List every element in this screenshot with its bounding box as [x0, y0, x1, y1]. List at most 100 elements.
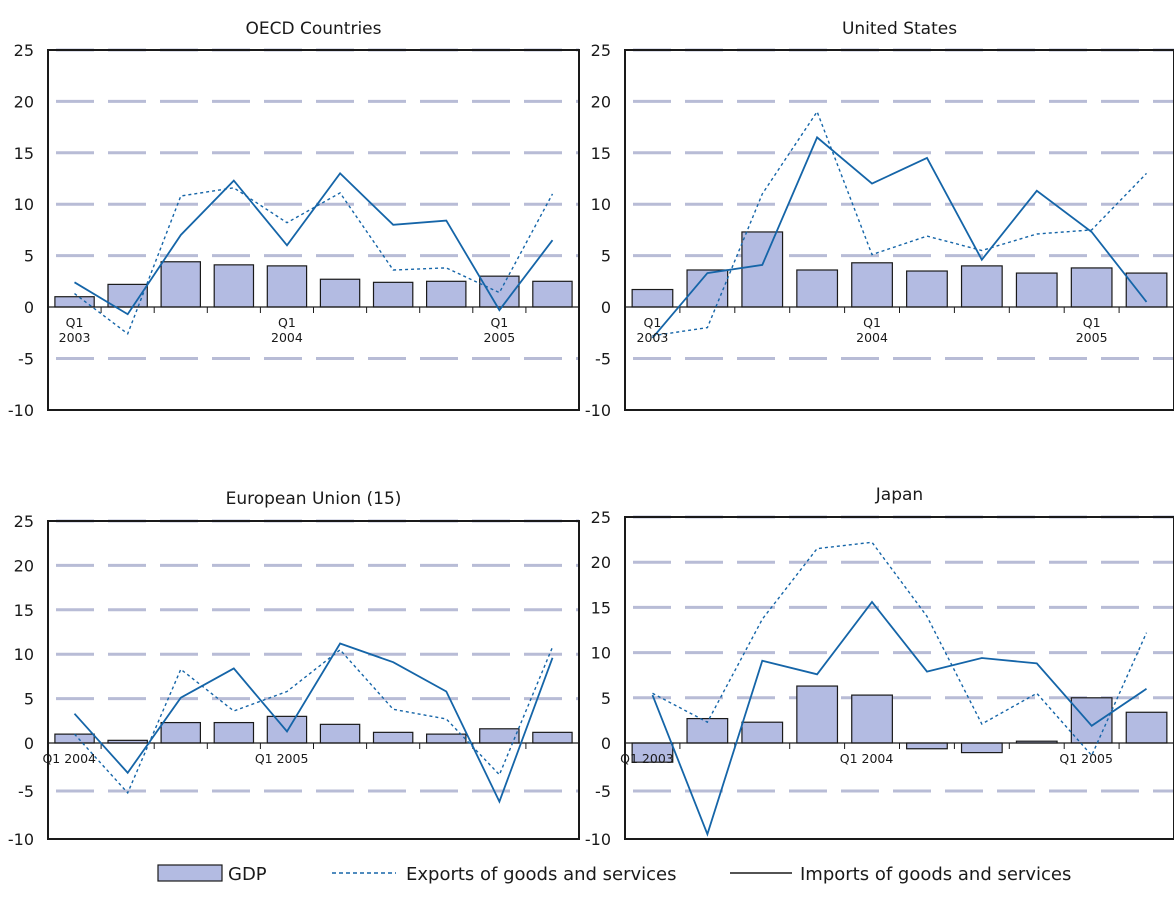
- x-tick-label-line: 2005: [1076, 330, 1108, 345]
- x-tick-label-line: Q1 2004: [42, 751, 96, 766]
- gdp-bar: [266, 265, 308, 308]
- y-tick-label: 5: [24, 690, 34, 709]
- y-tick-label: -10: [8, 830, 34, 849]
- gdp-bar: [741, 721, 784, 744]
- x-tick-label-line: Q1: [644, 315, 662, 330]
- x-tick-label-line: 2004: [856, 330, 888, 345]
- y-tick-label: 0: [24, 734, 34, 753]
- y-tick-label: 5: [601, 689, 611, 708]
- exports-line: [652, 541, 1148, 757]
- x-tick-label: Q1 2004: [42, 751, 96, 766]
- x-tick-label: Q1 2003: [59, 315, 91, 345]
- gdp-bar: [107, 283, 148, 308]
- y-tick-label: -5: [18, 782, 34, 801]
- imports-line: [651, 135, 1148, 339]
- gdp-bar: [54, 296, 95, 308]
- gdp-bar: [960, 265, 1003, 308]
- legend-gdp-swatch: [157, 864, 223, 882]
- panel-title: United States: [842, 19, 957, 39]
- y-tick-label: 20: [14, 556, 34, 575]
- gdp-bar: [960, 742, 1003, 754]
- y-tick-label: -10: [8, 401, 34, 420]
- gdp-bar: [372, 731, 414, 744]
- x-tick-label-line: Q1: [278, 315, 296, 330]
- gdp-bar: [906, 270, 948, 308]
- gdp-bar: [532, 280, 573, 308]
- x-tick-label-line: Q1 2005: [255, 751, 309, 766]
- y-tick-label: 25: [14, 512, 34, 531]
- x-tick-label-line: 2003: [59, 330, 91, 345]
- plot-frame: [47, 49, 580, 411]
- exports-line: [74, 187, 554, 335]
- gdp-bar: [426, 733, 467, 744]
- x-tick-label: Q1 2005: [255, 751, 309, 766]
- y-tick-label: -10: [585, 401, 611, 420]
- gdp-bar: [686, 269, 729, 308]
- gdp-bar: [54, 733, 95, 744]
- y-tick-label: 25: [14, 41, 34, 60]
- x-tick-label: Q1 2003: [637, 315, 669, 345]
- plot-frame: [624, 516, 1174, 840]
- y-tick-label: 25: [591, 41, 611, 60]
- plot-frame: [624, 49, 1174, 411]
- y-tick-label: 10: [14, 195, 34, 214]
- gdp-bar: [1125, 711, 1168, 744]
- y-tick-label: 20: [14, 92, 34, 111]
- gdp-bar: [160, 721, 201, 744]
- gdp-bar: [851, 262, 893, 308]
- gdp-bar: [266, 715, 308, 744]
- gdp-bar: [213, 721, 255, 744]
- imports-line: [74, 172, 554, 316]
- gdp-bar: [631, 288, 674, 308]
- gdp-bar: [426, 280, 467, 308]
- gdp-bar: [213, 264, 255, 308]
- y-tick-label: 25: [591, 508, 611, 527]
- gdp-bar: [796, 685, 839, 744]
- y-tick-label: 0: [601, 734, 611, 753]
- y-tick-label: 15: [591, 598, 611, 617]
- y-tick-label: 15: [14, 144, 34, 163]
- panel-title: European Union (15): [226, 489, 402, 509]
- plot-frame: [47, 520, 580, 840]
- x-tick-label: Q1 2005: [483, 315, 515, 345]
- y-tick-label: 0: [601, 298, 611, 317]
- x-tick-label: Q1 2003: [620, 751, 674, 766]
- gdp-bar: [906, 742, 948, 750]
- imports-line: [73, 642, 554, 804]
- y-tick-label: 15: [591, 144, 611, 163]
- gdp-bar: [160, 261, 201, 308]
- y-tick-label: 20: [591, 92, 611, 111]
- gdp-bar: [1015, 272, 1058, 308]
- legend: GDP Exports of goods and services Import…: [157, 864, 1071, 885]
- gdp-bar: [532, 731, 573, 744]
- gdp-bar: [319, 723, 361, 744]
- gdp-bar: [851, 694, 893, 744]
- legend-exports-label: Exports of goods and services: [406, 864, 677, 885]
- x-tick-label-line: Q1: [490, 315, 508, 330]
- y-tick-label: 15: [14, 601, 34, 620]
- gdp-bar: [741, 231, 784, 308]
- panel-title: Japan: [875, 485, 923, 505]
- x-tick-label: Q1 2004: [271, 315, 303, 345]
- x-tick-label: Q1 2004: [840, 751, 894, 766]
- y-tick-label: -5: [595, 782, 611, 801]
- gdp-bar: [686, 717, 729, 744]
- gdp-bar: [796, 269, 839, 308]
- y-tick-label: 5: [601, 247, 611, 266]
- legend-gdp-label: GDP: [228, 864, 267, 885]
- y-tick-label: -5: [18, 350, 34, 369]
- x-tick-label-line: 2003: [637, 330, 669, 345]
- x-tick-label-line: Q1 2004: [840, 751, 894, 766]
- x-tick-label-line: 2005: [483, 330, 515, 345]
- x-tick-label-line: Q1: [863, 315, 881, 330]
- y-tick-label: 5: [24, 247, 34, 266]
- exports-line: [73, 646, 554, 795]
- legend-imports-label: Imports of goods and services: [800, 864, 1071, 885]
- x-tick-label: Q1 2005: [1059, 751, 1113, 766]
- y-tick-label: 10: [591, 195, 611, 214]
- y-tick-label: 20: [591, 553, 611, 572]
- gdp-bar: [319, 278, 361, 308]
